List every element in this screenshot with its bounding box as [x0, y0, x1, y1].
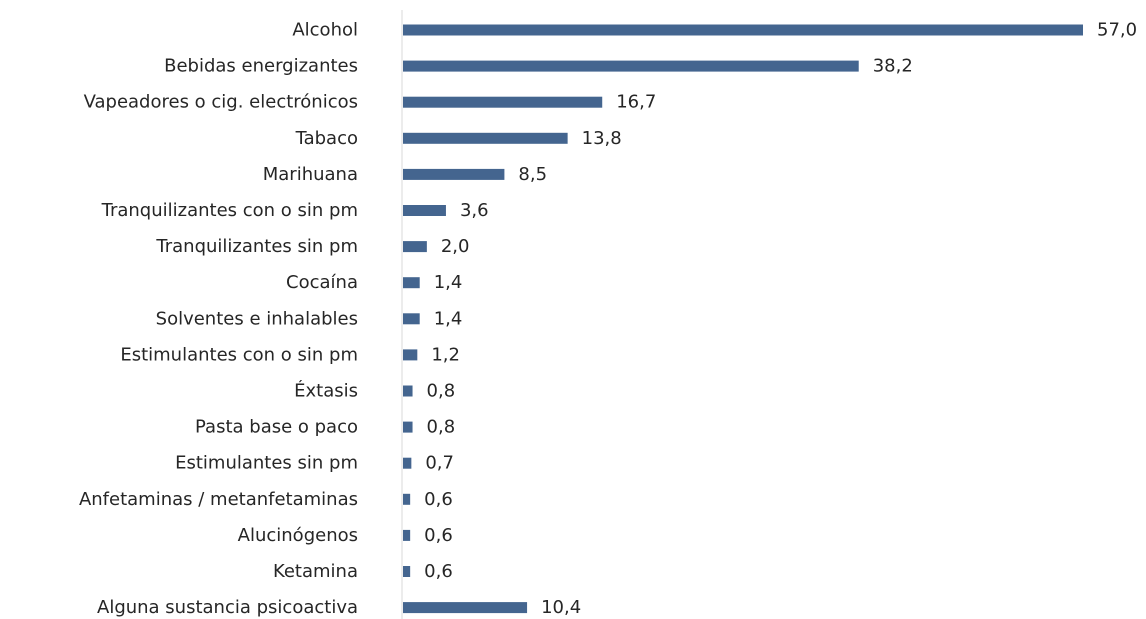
value-label: 0,6: [424, 489, 453, 510]
bar: [403, 349, 418, 361]
bar: [403, 205, 446, 216]
category-label: Bebidas energizantes: [164, 56, 358, 77]
value-label: 16,7: [616, 92, 656, 113]
value-label: 0,6: [424, 561, 453, 582]
category-label: Anfetaminas / metanfetaminas: [79, 489, 358, 510]
bar: [403, 529, 411, 541]
value-label: 10,4: [541, 597, 581, 618]
value-label: 57,0: [1097, 20, 1137, 41]
value-label: 38,2: [873, 56, 913, 77]
category-label: Pasta base o paco: [195, 417, 358, 438]
value-label: 0,8: [427, 381, 456, 402]
category-label: Alcohol: [292, 20, 358, 41]
bar: [403, 60, 859, 72]
bar: [403, 313, 420, 325]
category-label: Alucinógenos: [238, 525, 358, 546]
category-label: Alguna sustancia psicoactiva: [97, 597, 358, 618]
bar: [403, 421, 413, 433]
value-labels: 57,0 38,2 16,7 13,8 8,5 3,6 2,0 1,4 1,4 1,2 0,8 0,8…: [424, 20, 1137, 619]
category-label: Estimulantes con o sin pm: [120, 344, 358, 365]
category-label: Cocaína: [286, 272, 358, 293]
value-label: 1,4: [434, 308, 463, 329]
category-label: Ketamina: [273, 561, 358, 582]
category-label: Tabaco: [295, 128, 358, 149]
value-label: 2,0: [441, 236, 470, 257]
value-label: 13,8: [582, 128, 622, 149]
value-label: 8,5: [518, 164, 547, 185]
bar: [403, 457, 412, 469]
value-label: 1,2: [431, 344, 460, 365]
category-label: Tranquilizantes con o sin pm: [101, 200, 358, 221]
bar: [403, 566, 411, 577]
category-label: Estimulantes sin pm: [175, 453, 358, 474]
value-label: 1,4: [434, 272, 463, 293]
bar: [403, 96, 603, 108]
value-label: 3,6: [460, 200, 489, 221]
bar: [403, 602, 528, 614]
category-label: Marihuana: [263, 164, 358, 185]
value-label: 0,8: [427, 417, 456, 438]
bar: [403, 493, 411, 505]
bars-layer: [403, 24, 1083, 614]
value-label: 0,7: [425, 453, 454, 474]
bar: [403, 168, 505, 180]
bar: [403, 24, 1083, 36]
category-label: Solventes e inhalables: [156, 308, 358, 329]
bar: [403, 241, 427, 253]
category-label: Vapeadores o cig. electrónicos: [84, 92, 358, 113]
value-label: 0,6: [424, 525, 453, 546]
category-label: Éxtasis: [294, 380, 358, 402]
category-labels: Alcohol Bebidas energizantes Vapeadores o …: [79, 20, 358, 619]
bar: [403, 277, 420, 289]
bar: [403, 132, 568, 144]
category-label: Tranquilizantes sin pm: [155, 236, 358, 257]
bar: [403, 385, 413, 397]
